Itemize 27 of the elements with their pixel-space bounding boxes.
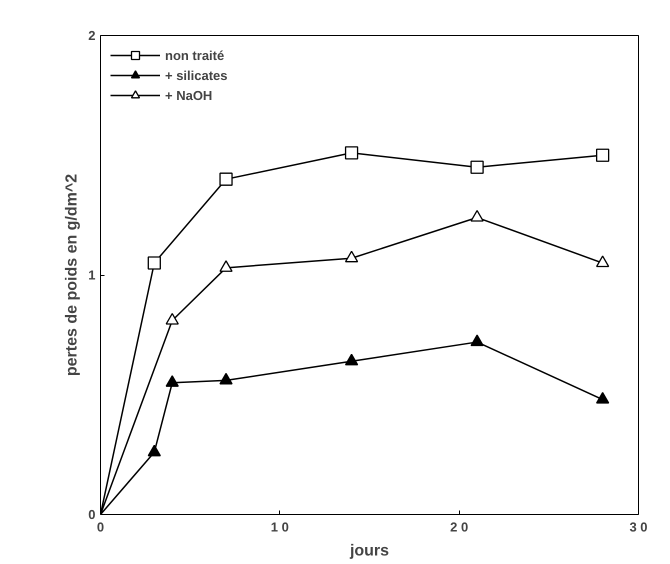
point — [219, 260, 233, 272]
point — [470, 160, 484, 174]
y-tick-label: 2 — [88, 28, 96, 43]
legend-label: + NaOH — [165, 88, 212, 102]
point — [219, 372, 233, 384]
point — [166, 375, 179, 387]
point — [166, 312, 179, 325]
x-axis-title: jours — [348, 542, 390, 560]
point — [470, 210, 484, 222]
point — [344, 250, 358, 262]
point — [148, 444, 161, 456]
x-tick-label: 1 0 — [270, 520, 289, 534]
legend-label: non traité — [165, 48, 224, 62]
point — [219, 172, 233, 186]
x-tick-label: 3 0 — [629, 520, 648, 534]
y-axis-title: pertes de poids en g/dm^2 — [63, 174, 80, 376]
point — [596, 148, 610, 162]
point — [596, 255, 610, 268]
point — [596, 392, 610, 404]
point — [470, 334, 484, 346]
point — [344, 146, 358, 160]
legend-label: + silicates — [165, 68, 228, 82]
y-tick-label: 1 — [88, 268, 96, 282]
point — [148, 256, 161, 270]
x-tick-label: 2 0 — [450, 520, 468, 534]
y-tick-label: 0 — [88, 507, 96, 522]
point — [344, 354, 358, 366]
